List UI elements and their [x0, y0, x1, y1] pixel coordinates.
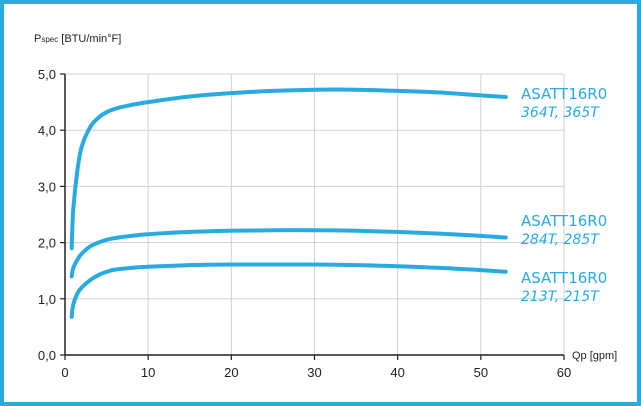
y-axis-label: Pspec [BTU/min°F] — [34, 33, 121, 45]
series-frame-label: 284T, 285T — [521, 232, 600, 248]
series-model-label: ASATT16R0 — [521, 212, 607, 230]
y-tick-label: 3,0 — [38, 179, 56, 194]
series-line — [69, 87, 508, 251]
series-frame-label: 213T, 215T — [521, 289, 600, 305]
x-tick-label: 0 — [61, 365, 68, 380]
series-model-label: ASATT16R0 — [521, 269, 607, 287]
y-tick-label: 2,0 — [38, 236, 56, 251]
series-labels: ASATT16R0 364T, 365T ASATT16R0 284T, 285T AS… — [521, 85, 607, 305]
x-tick-label: 30 — [307, 365, 321, 380]
series-frame-label: 364T, 365T — [521, 105, 600, 121]
x-axis-label: Qp [gpm] — [572, 350, 617, 362]
series-line — [69, 228, 508, 279]
x-tick-label: 60 — [557, 365, 571, 380]
y-tick-label: 0,0 — [38, 348, 56, 363]
series-model-label: ASATT16R0 — [521, 85, 607, 103]
x-tick-label: 20 — [224, 365, 238, 380]
axes — [60, 73, 565, 360]
x-tick-label: 50 — [474, 365, 488, 380]
series-lines — [69, 87, 508, 319]
y-tick-label: 4,0 — [38, 123, 56, 138]
grid — [65, 73, 565, 355]
tick-labels: 0 10 20 30 40 50 60 0,0 1,0 2,0 3,0 4,0 5,0 — [38, 67, 571, 380]
x-tick-label: 40 — [390, 365, 404, 380]
y-tick-label: 5,0 — [38, 67, 56, 82]
y-tick-label: 1,0 — [38, 292, 56, 307]
x-tick-label: 10 — [141, 365, 155, 380]
series-line — [69, 262, 508, 319]
